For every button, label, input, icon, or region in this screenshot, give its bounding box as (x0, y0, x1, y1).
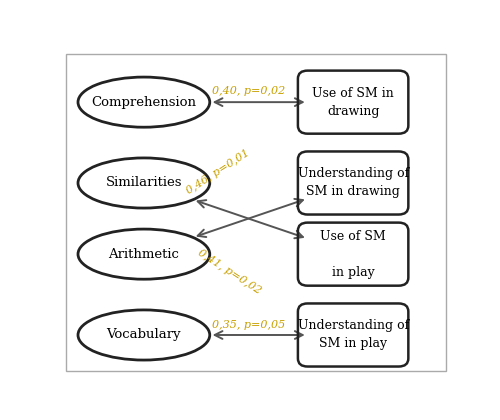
Text: 0,40, p=0,02: 0,40, p=0,02 (212, 86, 285, 96)
Text: 0,35, p=0,05: 0,35, p=0,05 (212, 320, 285, 330)
Text: Understanding of
SM in drawing: Understanding of SM in drawing (298, 168, 409, 199)
Text: Use of SM in
drawing: Use of SM in drawing (312, 87, 394, 118)
Text: Vocabulary: Vocabulary (106, 328, 181, 341)
Text: 0,46, p=0,01: 0,46, p=0,01 (184, 147, 251, 196)
Text: Comprehension: Comprehension (92, 96, 196, 109)
Text: Similarities: Similarities (106, 176, 182, 189)
Text: Understanding of
SM in play: Understanding of SM in play (298, 320, 409, 351)
Text: 0,41, p=0,02: 0,41, p=0,02 (196, 248, 262, 296)
Text: Use of SM

in play: Use of SM in play (320, 230, 386, 278)
Text: Arithmetic: Arithmetic (108, 248, 180, 261)
